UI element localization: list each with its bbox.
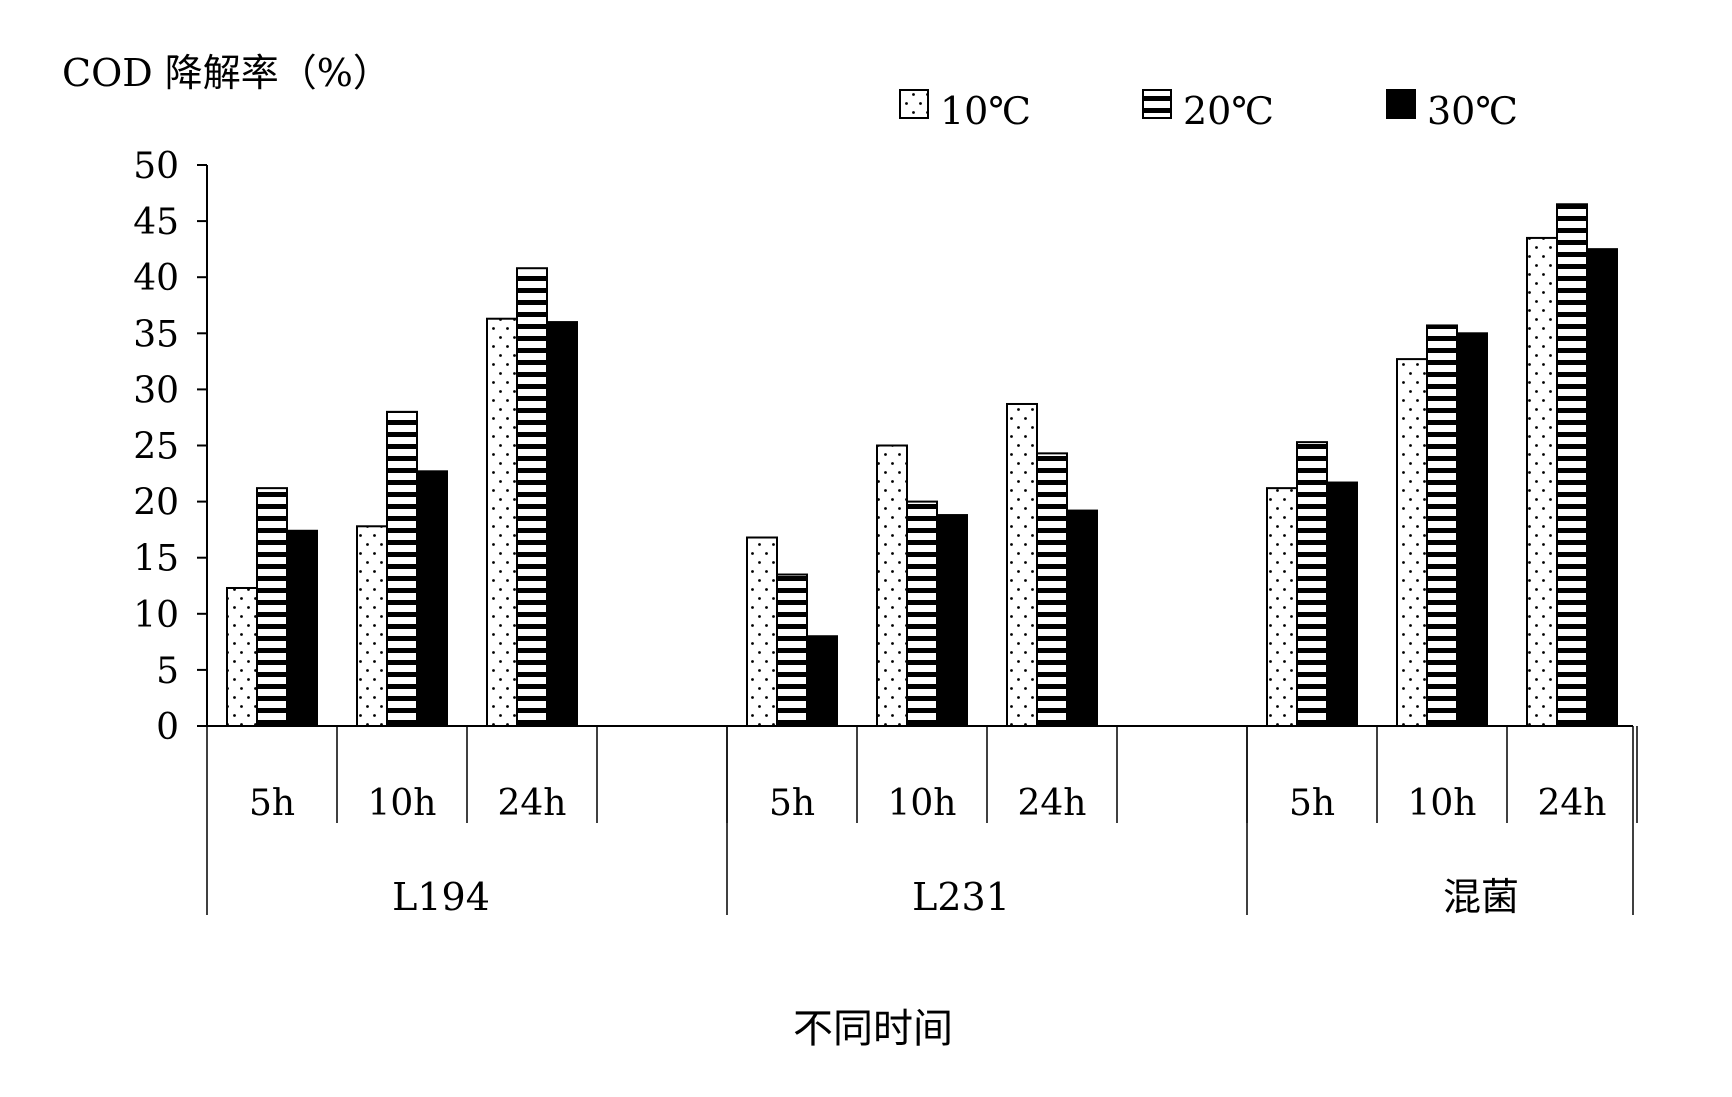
y-axis: 0 5 10 15 20 25 30 35 40 45 50 [133, 146, 208, 748]
legend-label: 30℃ [1427, 89, 1518, 133]
bar [546, 321, 578, 727]
bar [1326, 481, 1358, 727]
bar [1426, 324, 1458, 727]
bar [806, 635, 838, 727]
y-tick-label: 15 [133, 539, 179, 580]
legend-label: 10℃ [940, 89, 1031, 133]
legend-label: 20℃ [1183, 89, 1274, 133]
y-tick-label: 45 [133, 202, 179, 243]
bar [776, 573, 808, 728]
bar [1036, 452, 1068, 727]
bar [416, 470, 448, 727]
bar [876, 444, 908, 727]
bar [486, 317, 518, 727]
legend: 10℃ 20℃ 30℃ [899, 89, 1518, 133]
bar [1006, 402, 1038, 727]
y-tick-label: 0 [156, 707, 179, 748]
category-label: 10h [888, 783, 957, 824]
bar [1266, 487, 1298, 727]
y-tick-label: 30 [133, 370, 179, 411]
category-label: 24h [1018, 783, 1087, 824]
group-label: L194 [392, 875, 490, 919]
category-label: 5h [249, 783, 295, 824]
bar [746, 536, 778, 728]
category-label: 5h [769, 783, 815, 824]
bar [1586, 248, 1618, 727]
category-label: 10h [1408, 783, 1477, 824]
bar [1556, 203, 1588, 727]
y-axis-title: COD 降解率（%） [62, 51, 391, 95]
y-tick-label: 40 [133, 258, 179, 299]
bars [226, 203, 1618, 728]
legend-swatch [899, 89, 929, 119]
y-tick-label: 20 [133, 483, 179, 524]
bar [1456, 332, 1488, 727]
x-axis: L194 5h 10h 24h L231 5h 10h 24h 混菌 5h 10h 24h [206, 725, 1638, 919]
y-tick-label: 50 [133, 146, 179, 187]
bar [516, 267, 548, 727]
bar [936, 514, 968, 728]
legend-swatch [1142, 89, 1172, 119]
y-tick-label: 35 [133, 314, 179, 355]
bar [386, 410, 418, 727]
y-tick-label: 10 [133, 595, 179, 636]
bar [1066, 509, 1098, 727]
bar [286, 529, 318, 727]
legend-swatch [1386, 89, 1416, 119]
category-label: 24h [1538, 783, 1607, 824]
group-label: L231 [912, 875, 1010, 919]
bar [1296, 441, 1328, 727]
x-axis-title: 不同时间 [793, 1006, 953, 1052]
category-label: 5h [1289, 783, 1335, 824]
bar [906, 500, 938, 727]
category-label: 10h [368, 783, 437, 824]
y-tick-label: 5 [156, 651, 179, 692]
group-label: 混菌 [1443, 875, 1519, 919]
bar [356, 525, 388, 727]
bar [1396, 358, 1428, 727]
bar [226, 586, 258, 728]
bar [1526, 236, 1558, 727]
y-tick-label: 25 [133, 427, 179, 468]
category-label: 24h [498, 783, 567, 824]
bar [256, 487, 288, 727]
